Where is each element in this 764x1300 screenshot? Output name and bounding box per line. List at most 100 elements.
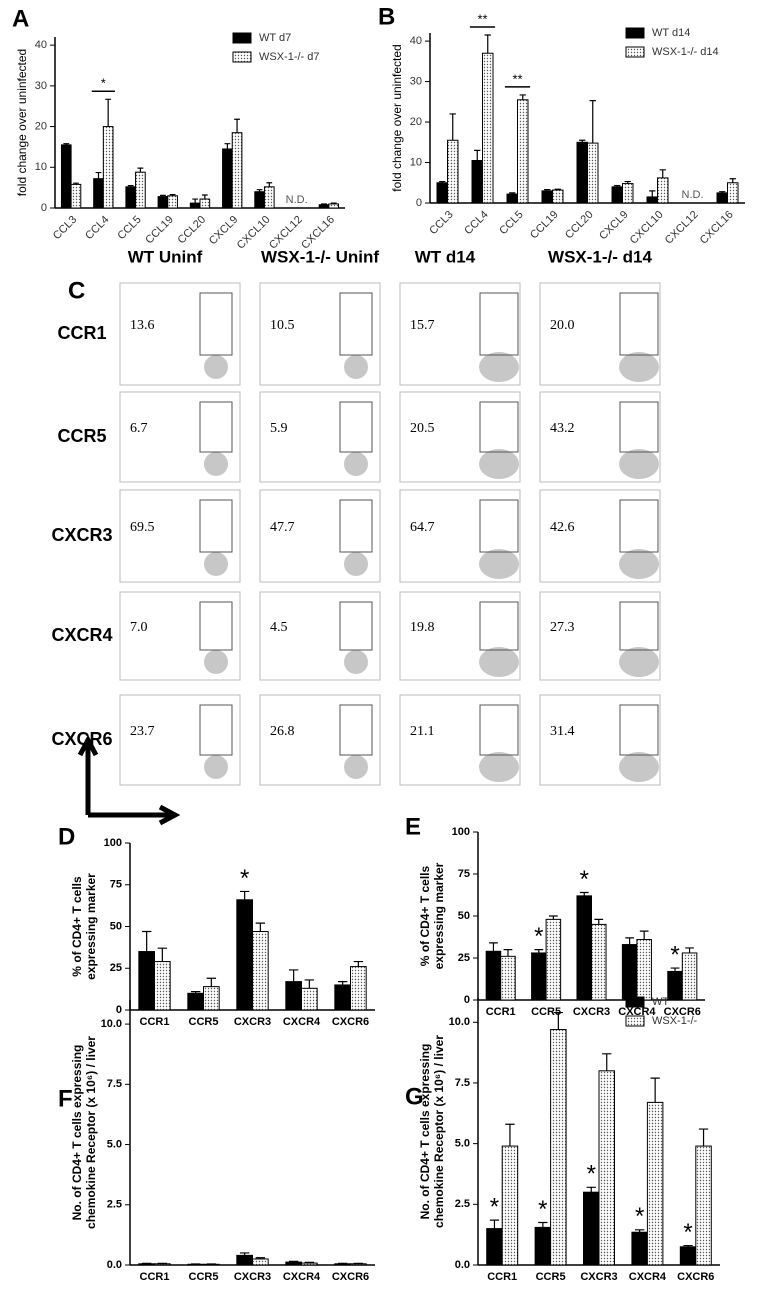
bar [576,141,588,204]
annotation: * [683,1219,692,1246]
error-bar [489,942,498,952]
x-tick-label: CCR5 [189,1016,219,1028]
x-tick-label: CCL20 [563,209,596,242]
error-bar [255,1257,266,1259]
x-tick-label: CXCR4 [283,1016,321,1028]
bar [550,1029,567,1266]
annotation: * [635,1203,644,1230]
error-bar [549,915,558,920]
gate-percent: 20.0 [550,318,575,333]
gate-percent: 31.4 [550,724,575,739]
bar [611,186,623,204]
x-tick-label: CCR1 [140,1271,170,1283]
y-axis-label: No. of CD4+ T cells expressing [70,1045,84,1221]
error-bar [503,949,513,957]
y-tick-label: 7.5 [107,1078,122,1090]
gate-percent: 21.1 [410,724,435,739]
gate [619,292,659,356]
gate-percent: 6.7 [130,421,148,436]
error-bar [73,182,79,185]
bar [534,1226,552,1266]
cell-cloud [619,449,659,479]
row-label: CCR5 [57,426,106,446]
error-bar [160,194,166,197]
cell-cloud [344,452,368,476]
y-tick-label: 10.0 [101,1018,122,1030]
flow-plot [399,282,521,386]
cell-cloud [479,647,519,677]
error-bar [639,930,649,940]
x-tick-label: CXCR4 [629,1271,667,1283]
gate-percent: 69.5 [130,520,155,535]
bar [301,1262,318,1266]
bar [334,984,352,1011]
error-bar [288,969,299,982]
x-tick-label: CCL19 [143,214,176,247]
bar [350,966,367,1011]
x-tick-label: CCL4 [462,209,490,237]
error-bar [95,171,102,179]
bar [517,99,529,204]
y-tick-label: 0 [41,202,47,214]
y-tick-label: 25 [110,962,122,974]
x-tick-label: CCL5 [497,209,525,237]
x-tick-label: CXCR3 [234,1016,271,1028]
bar [447,139,459,204]
y-tick-label: 5.0 [107,1138,122,1150]
error-bar [141,930,152,952]
y-tick-label: 0 [464,994,470,1006]
x-tick-label: CXCL10 [235,214,273,252]
annotation: * [240,865,249,892]
annotation: ** [512,71,522,86]
bar [622,183,634,204]
bar [716,192,728,204]
bar [263,186,275,209]
gate [339,601,373,651]
bar [531,952,547,1001]
bar [187,992,205,1011]
gate-percent: 23.7 [130,724,155,739]
bar [485,950,502,1001]
cell-cloud [204,452,228,476]
x-tick-label: CCL3 [51,214,79,242]
error-bar [519,94,526,100]
legend-swatch [625,27,645,39]
gate [339,704,373,756]
error-bar [474,149,481,161]
bar [541,190,553,204]
bar [252,931,269,1011]
gate [199,704,233,756]
legend-label: WSX-1-/- d7 [259,51,320,63]
x-tick-label: CCR1 [140,1016,170,1028]
gate [479,401,519,453]
gate-percent: 42.6 [550,520,575,535]
cell-cloud [619,549,659,579]
bar [102,126,114,209]
cell-cloud [479,752,519,782]
gate [619,704,659,756]
gate [199,601,233,651]
bar [199,198,211,209]
legend-swatch [625,1015,645,1027]
x-tick-label: CCL19 [528,209,561,242]
bar [621,944,638,1001]
bar [93,178,104,209]
error-bar [190,991,201,994]
y-axis-label: fold change over uninfected [15,49,29,196]
y-tick-label: 0 [416,197,422,209]
bar [231,132,243,209]
x-tick-label: CXCL16 [299,214,337,252]
y-tick-label: 30 [410,75,422,87]
error-bar [105,98,112,127]
cell-cloud [479,549,519,579]
panel-letter: F [58,1085,73,1112]
bar [695,1145,712,1266]
bar [436,182,448,204]
bar [125,186,137,209]
gate [479,601,519,651]
bar [482,52,494,204]
error-bar [337,981,348,985]
gate [339,401,373,453]
x-tick-label: CXCR3 [573,1006,610,1018]
